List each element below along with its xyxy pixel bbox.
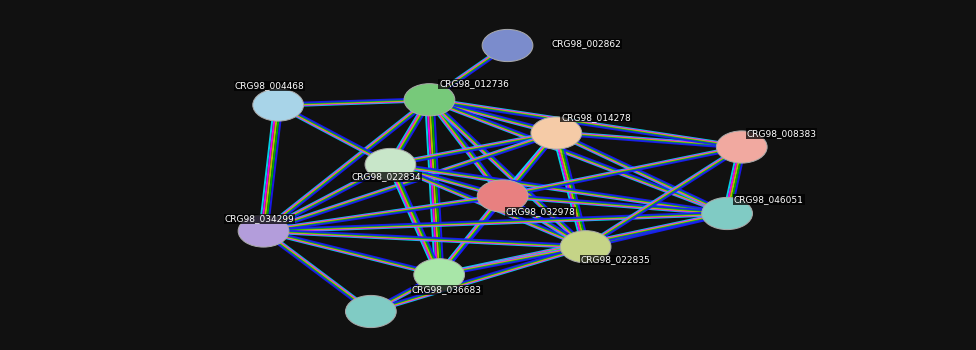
Text: CRG98_046051: CRG98_046051 [734,195,804,204]
Ellipse shape [531,117,582,149]
Text: CRG98_012736: CRG98_012736 [439,79,509,89]
Ellipse shape [716,131,767,163]
Text: CRG98_032978: CRG98_032978 [506,208,576,217]
Ellipse shape [365,148,416,181]
Ellipse shape [702,197,752,230]
Text: CRG98_034299: CRG98_034299 [224,214,294,223]
Ellipse shape [477,180,528,212]
Text: CRG98_036683: CRG98_036683 [412,285,482,294]
Ellipse shape [238,215,289,247]
Text: CRG98_022834: CRG98_022834 [351,172,421,181]
Text: CRG98_008383: CRG98_008383 [747,129,817,138]
Ellipse shape [253,89,304,121]
Text: CRG98_014278: CRG98_014278 [561,113,630,122]
Text: CRG98_022835: CRG98_022835 [581,256,650,265]
Ellipse shape [482,29,533,62]
Text: CRG98_002862: CRG98_002862 [551,39,621,48]
Ellipse shape [404,84,455,116]
Ellipse shape [560,231,611,263]
Text: CRG98_004468: CRG98_004468 [234,81,304,90]
Ellipse shape [346,295,396,328]
Ellipse shape [414,259,465,291]
